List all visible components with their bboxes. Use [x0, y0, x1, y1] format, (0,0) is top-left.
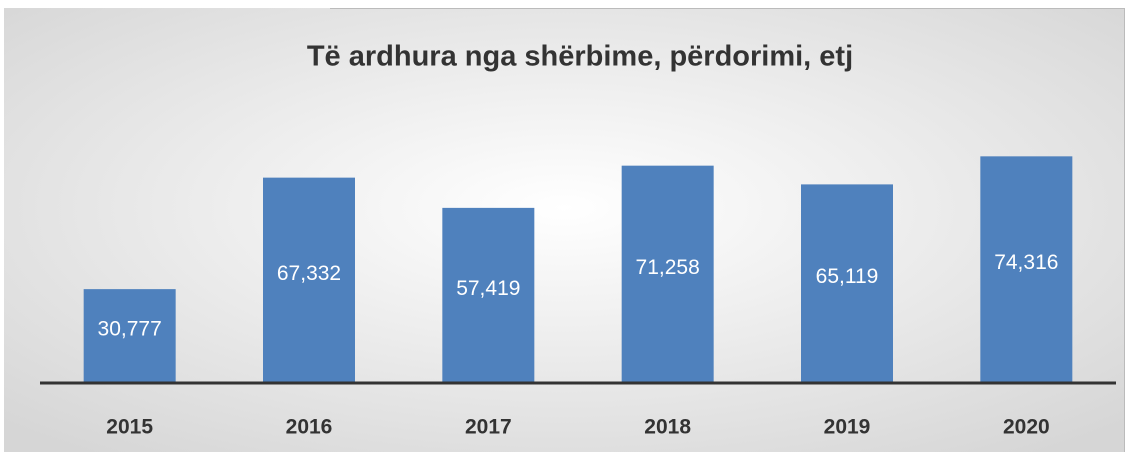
- bar: [980, 156, 1073, 383]
- value-label: 71,258: [636, 256, 700, 279]
- chart-title: Të ardhura nga shërbime, përdorimi, etj: [307, 41, 853, 73]
- value-label: 74,316: [994, 251, 1058, 274]
- bar: [83, 289, 176, 383]
- x-tick-label: 2015: [106, 416, 153, 439]
- x-tick-label: 2019: [824, 416, 871, 439]
- bar: [442, 207, 535, 383]
- x-tick-label: 2016: [286, 416, 333, 439]
- x-tick-label: 2018: [644, 416, 691, 439]
- bar: [801, 184, 893, 383]
- value-label: 57,419: [456, 277, 520, 300]
- value-label: 65,119: [816, 265, 879, 288]
- chart-background: [4, 8, 1124, 452]
- value-label: 30,777: [98, 318, 162, 341]
- bar: [621, 165, 714, 383]
- value-label: 67,332: [277, 262, 341, 285]
- x-tick-label: 2017: [465, 416, 512, 439]
- x-tick-label: 2020: [1003, 416, 1050, 439]
- bar: [263, 177, 355, 383]
